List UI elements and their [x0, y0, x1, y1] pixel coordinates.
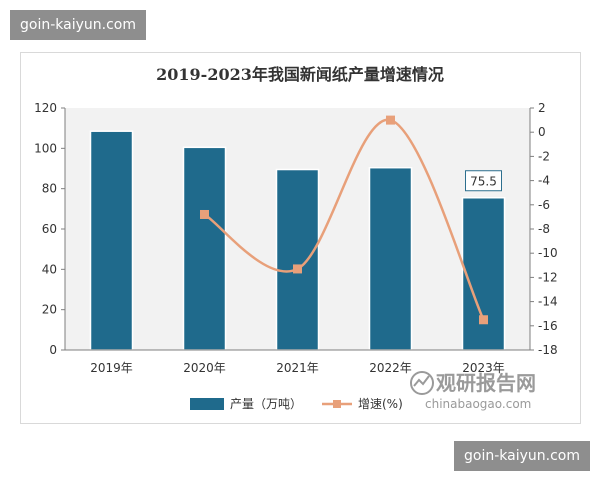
watermark-logo-icon	[410, 371, 434, 395]
category-label: 2019年	[90, 361, 133, 375]
watermark-badge-bottom: goin-kaiyun.com	[454, 441, 590, 471]
right-tick-label: -10	[538, 246, 558, 260]
legend-swatch-bar	[190, 398, 224, 410]
left-tick-label: 80	[42, 182, 57, 196]
category-label: 2021年	[276, 361, 319, 375]
right-tick-label: -6	[538, 198, 550, 212]
right-tick-label: 2	[538, 101, 546, 115]
chart-title: 2019-2023年我国新闻纸产量增速情况	[156, 65, 444, 84]
bar	[368, 166, 413, 351]
right-tick-label: -8	[538, 222, 550, 236]
watermark-badge-top: goin-kaiyun.com	[10, 10, 146, 40]
left-tick-label: 60	[42, 222, 57, 236]
growth-point	[293, 264, 302, 274]
data-label-text: 75.5	[470, 175, 497, 189]
right-tick-label: -12	[538, 270, 558, 284]
right-axis: -18 -16 -14 -12 -10 -8 -6 -4 -2 0 2	[529, 101, 558, 357]
left-tick-label: 40	[42, 262, 57, 276]
legend-swatch-marker	[333, 400, 341, 408]
category-label: 2023年	[462, 361, 505, 375]
left-tick-label: 120	[34, 101, 57, 115]
watermark-cn: 观研报告网	[436, 371, 536, 395]
line-series	[200, 115, 488, 325]
category-axis: 2019年 2020年 2021年 2022年 2023年	[65, 349, 530, 375]
right-tick-label: -16	[538, 319, 558, 333]
left-tick-label: 100	[34, 141, 57, 155]
bar-series	[89, 130, 506, 351]
legend: 产量（万吨） 增速(%)	[190, 397, 403, 411]
left-tick-label: 0	[49, 343, 57, 357]
right-tick-label: 0	[538, 125, 546, 139]
right-tick-label: -4	[538, 174, 550, 188]
right-tick-label: -2	[538, 149, 550, 163]
growth-point	[386, 115, 395, 125]
watermark-en: chinabaogao.com	[425, 397, 531, 411]
growth-point	[200, 209, 209, 219]
legend-item-bar: 产量（万吨）	[190, 397, 302, 411]
bar	[275, 168, 320, 351]
growth-line	[203, 118, 485, 321]
legend-label-bar: 产量（万吨）	[230, 397, 302, 411]
legend-item-line: 增速(%)	[322, 397, 403, 411]
legend-label-line: 增速(%)	[358, 397, 403, 411]
data-label: 75.5	[465, 170, 502, 192]
right-tick-label: -14	[538, 295, 558, 309]
category-label: 2020年	[183, 361, 226, 375]
left-tick-label: 20	[42, 303, 57, 317]
left-axis: 0 20 40 60 80 100 120	[34, 101, 66, 357]
category-label: 2022年	[369, 361, 412, 375]
site-watermark: 观研报告网 chinabaogao.com	[410, 371, 536, 411]
bar	[89, 130, 134, 351]
right-tick-label: -18	[538, 343, 558, 357]
growth-point	[479, 315, 488, 325]
bar	[182, 146, 227, 351]
bar	[461, 196, 506, 351]
data-labels: 75.5	[465, 170, 502, 192]
data-label-box	[465, 170, 502, 192]
